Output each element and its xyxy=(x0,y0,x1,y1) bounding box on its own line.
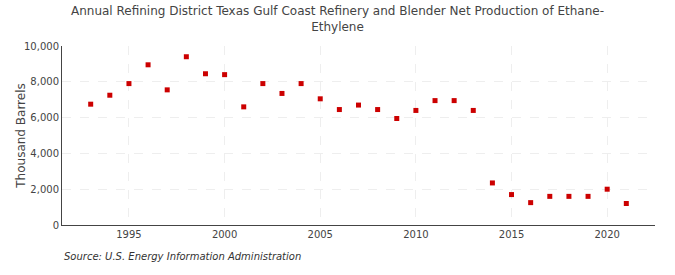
svg-text:2020: 2020 xyxy=(594,229,619,240)
svg-text:4,000: 4,000 xyxy=(30,148,59,159)
svg-text:2015: 2015 xyxy=(499,229,524,240)
svg-text:Thousand Barrels: Thousand Barrels xyxy=(14,83,28,188)
svg-text:2000: 2000 xyxy=(212,229,237,240)
svg-text:Source: U.S. Energy Informatio: Source: U.S. Energy Information Administ… xyxy=(64,251,301,262)
svg-text:2005: 2005 xyxy=(308,229,333,240)
svg-text:10,000: 10,000 xyxy=(24,41,59,52)
svg-text:2,000: 2,000 xyxy=(30,184,59,195)
svg-text:Annual Refining District Texas: Annual Refining District Texas Gulf Coas… xyxy=(71,4,604,34)
svg-text:6,000: 6,000 xyxy=(30,112,59,123)
svg-text:8,000: 8,000 xyxy=(30,76,59,87)
svg-text:0: 0 xyxy=(53,220,59,231)
svg-text:1995: 1995 xyxy=(116,229,141,240)
svg-text:2010: 2010 xyxy=(403,229,428,240)
